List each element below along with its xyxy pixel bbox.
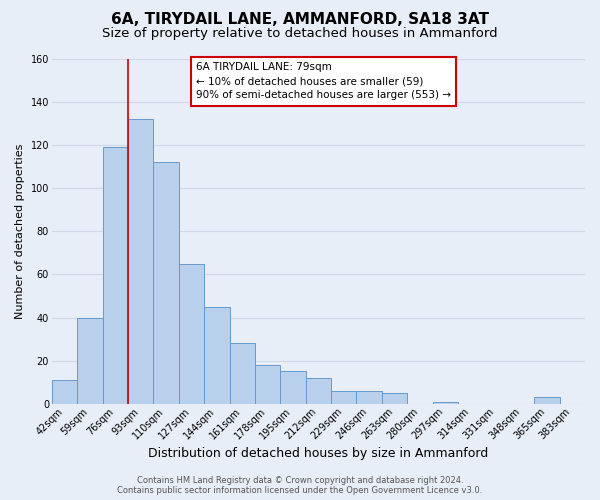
Bar <box>179 264 204 404</box>
Y-axis label: Number of detached properties: Number of detached properties <box>15 144 25 319</box>
Bar <box>433 402 458 404</box>
Text: 6A TIRYDAIL LANE: 79sqm
← 10% of detached houses are smaller (59)
90% of semi-de: 6A TIRYDAIL LANE: 79sqm ← 10% of detache… <box>196 62 451 100</box>
Bar <box>255 365 280 404</box>
Bar <box>52 380 77 404</box>
Text: Size of property relative to detached houses in Ammanford: Size of property relative to detached ho… <box>102 28 498 40</box>
Bar <box>356 391 382 404</box>
Bar <box>204 307 230 404</box>
Text: 6A, TIRYDAIL LANE, AMMANFORD, SA18 3AT: 6A, TIRYDAIL LANE, AMMANFORD, SA18 3AT <box>111 12 489 28</box>
Bar <box>103 148 128 404</box>
X-axis label: Distribution of detached houses by size in Ammanford: Distribution of detached houses by size … <box>148 447 488 460</box>
Bar <box>534 398 560 404</box>
Bar <box>306 378 331 404</box>
Bar <box>77 318 103 404</box>
Bar <box>331 391 356 404</box>
Bar <box>154 162 179 404</box>
Bar <box>230 344 255 404</box>
Bar <box>280 372 306 404</box>
Bar <box>128 120 154 404</box>
Text: Contains HM Land Registry data © Crown copyright and database right 2024.
Contai: Contains HM Land Registry data © Crown c… <box>118 476 482 495</box>
Bar <box>382 393 407 404</box>
